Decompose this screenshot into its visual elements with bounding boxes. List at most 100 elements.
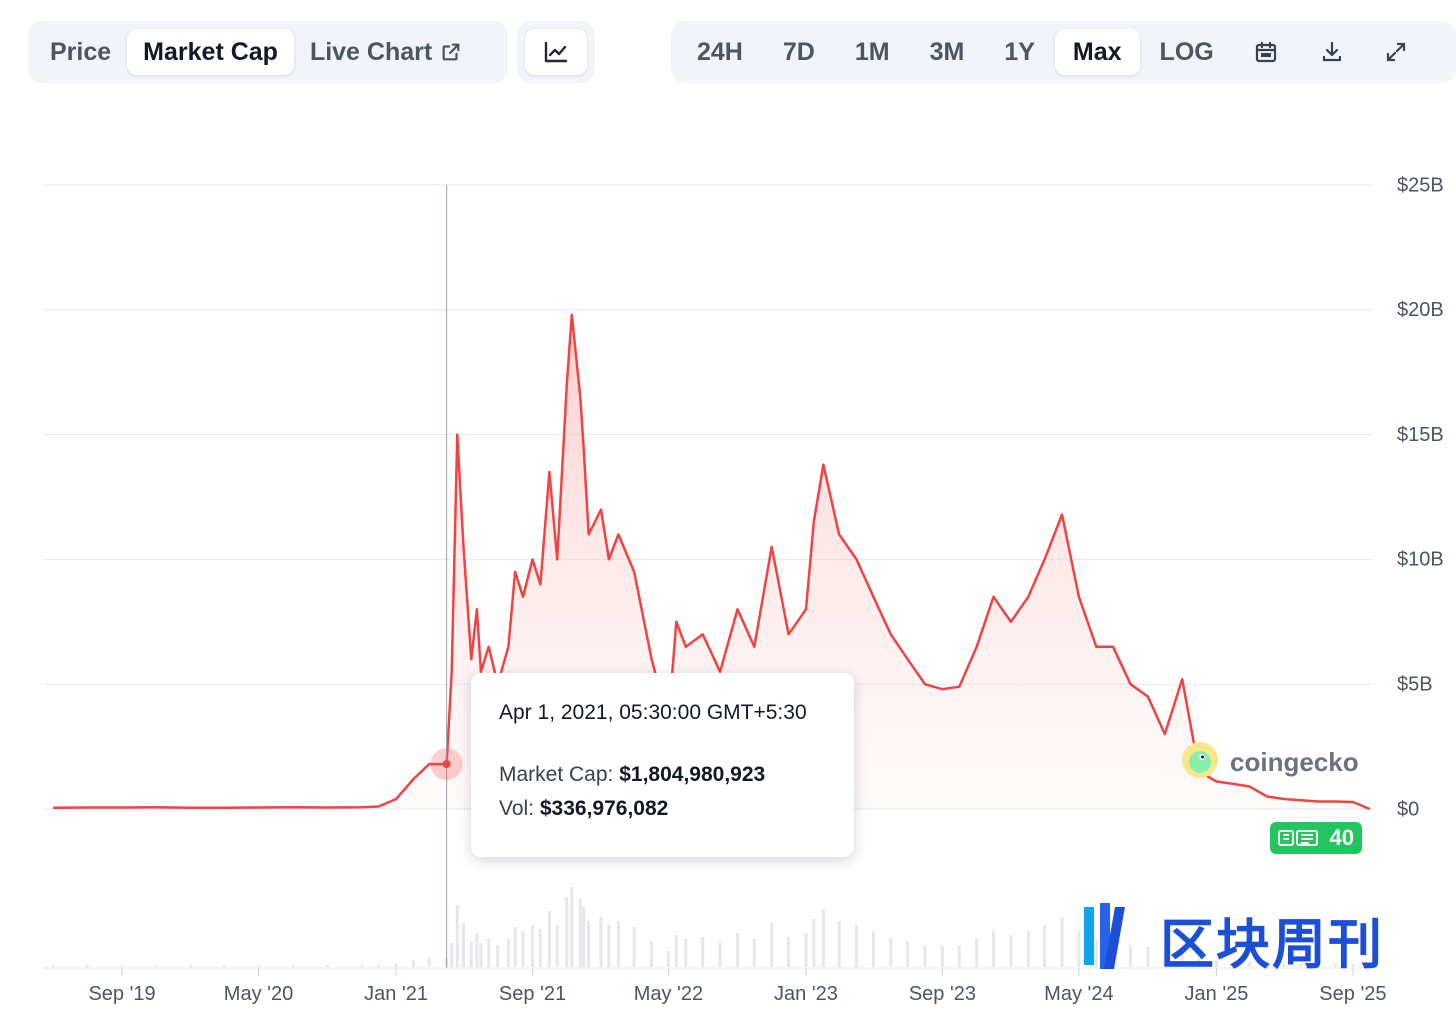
line-chart-icon	[543, 40, 569, 64]
volume-bar	[582, 907, 586, 967]
news-count: 40	[1329, 825, 1354, 850]
area-fill	[53, 314, 1370, 809]
volume-bar	[189, 964, 193, 967]
volume-bar	[496, 945, 500, 967]
x-tick-label: Jan '25	[1185, 983, 1249, 1005]
view-tab-group: Price Market Cap Live Chart	[28, 21, 508, 83]
tooltip-market-cap-label: Market Cap:	[499, 763, 614, 786]
market-cap-area	[53, 314, 1370, 809]
x-tick-label: Jan '23	[774, 983, 838, 1005]
volume-bar	[570, 887, 574, 967]
y-tick-label: $10B	[1397, 549, 1444, 571]
gecko-icon	[1180, 740, 1220, 785]
tab-market-cap[interactable]: Market Cap	[127, 29, 294, 75]
y-tick-label: $20B	[1397, 299, 1444, 321]
volume-bar	[957, 945, 961, 967]
range-tab-group: 24H 7D 1M 3M 1Y Max LOG	[671, 21, 1456, 83]
volume-bar	[632, 927, 636, 967]
x-tick-label: May '24	[1044, 983, 1113, 1005]
volume-bar	[1009, 935, 1013, 967]
volume-bar	[538, 929, 542, 967]
volume-bar	[718, 943, 722, 967]
volume-bar	[837, 921, 841, 967]
volume-bar	[684, 939, 688, 967]
expand-icon	[1384, 40, 1408, 64]
volume-bar	[547, 911, 551, 967]
calendar-icon	[1254, 40, 1278, 64]
tooltip-timestamp: Apr 1, 2021, 05:30:00 GMT+5:30	[499, 701, 807, 724]
tab-max[interactable]: Max	[1054, 29, 1140, 75]
volume-bar	[475, 933, 479, 967]
live-chart-label: Live Chart	[309, 37, 433, 66]
coingecko-logo: coingecko	[1180, 740, 1359, 785]
volume-bar	[650, 941, 654, 967]
chart-type-group	[517, 21, 595, 83]
volume-bar	[1299, 963, 1303, 967]
y-tick-label: $5B	[1397, 673, 1433, 695]
volume-bar	[1334, 963, 1338, 967]
volume-bar	[154, 964, 158, 967]
tab-1m[interactable]: 1M	[854, 37, 890, 66]
volume-bar	[1214, 960, 1218, 967]
volume-bar	[787, 937, 791, 967]
tab-1y[interactable]: 1Y	[1004, 37, 1035, 66]
coingecko-text: coingecko	[1230, 747, 1359, 777]
tab-log[interactable]: LOG	[1159, 37, 1214, 66]
expand-button[interactable]	[1366, 29, 1426, 75]
news-badge[interactable]: 40	[1270, 822, 1362, 854]
calendar-button[interactable]	[1234, 29, 1298, 75]
volume-bar	[291, 964, 295, 967]
volume-bar	[1129, 945, 1133, 967]
volume-bar	[1282, 963, 1286, 967]
x-axis: Sep '19 May '20 Jan '21 Sep '21 May '22 Jan '…	[44, 967, 1387, 1005]
volume-bar	[513, 927, 517, 967]
volume-bar	[487, 939, 491, 967]
x-tick-label: Jan '21	[364, 983, 428, 1005]
volume-bar	[1060, 917, 1064, 967]
volume-bar	[906, 941, 910, 967]
volume-bar	[871, 931, 875, 967]
volume-bar	[940, 945, 944, 967]
x-tick-label: Sep '25	[1319, 983, 1386, 1005]
highlight-point	[442, 760, 451, 769]
volume-bar	[51, 964, 55, 967]
watermark-logo-icon	[1080, 901, 1146, 978]
tooltip-volume-row: Vol: $336,976,082	[499, 797, 826, 821]
volume-bar	[1043, 925, 1047, 967]
volume-bar	[85, 964, 89, 967]
volume-bar	[889, 937, 893, 967]
x-tick-label: May '22	[634, 983, 703, 1005]
tooltip-market-cap-value: $1,804,980,923	[619, 763, 766, 786]
chart-tooltip: Apr 1, 2021, 05:30:00 GMT+5:30 Market Ca…	[471, 673, 854, 857]
y-tick-label: $25B	[1397, 174, 1444, 196]
volume-bars	[51, 887, 1372, 967]
volume-bar	[674, 935, 678, 967]
volume-bar	[752, 939, 756, 967]
volume-bar	[1351, 963, 1355, 967]
tab-7d[interactable]: 7D	[782, 37, 815, 66]
x-tick-label: Sep '23	[909, 983, 976, 1005]
volume-bar	[1094, 939, 1098, 967]
tab-live-chart[interactable]: Live Chart	[294, 29, 478, 75]
volume-bar	[411, 960, 415, 967]
volume-bar	[616, 921, 620, 967]
volume-bar	[521, 931, 525, 967]
volume-bar	[1163, 953, 1167, 967]
watermark: 区块周刊	[1080, 900, 1384, 979]
tooltip-volume-value: $336,976,082	[539, 797, 669, 820]
volume-bar	[1232, 961, 1236, 967]
line-chart-button[interactable]	[525, 29, 587, 75]
volume-bar	[427, 957, 431, 967]
volume-bar	[821, 909, 825, 967]
volume-bar	[360, 964, 364, 967]
volume-bar	[257, 964, 261, 967]
tab-price[interactable]: Price	[50, 37, 112, 66]
y-tick-label: $15B	[1397, 424, 1444, 446]
download-button[interactable]	[1298, 29, 1366, 75]
volume-bar	[992, 931, 996, 967]
tab-3m[interactable]: 3M	[929, 37, 965, 66]
tab-24h[interactable]: 24H	[697, 37, 743, 66]
volume-bar	[455, 905, 459, 967]
volume-bar	[607, 925, 611, 967]
